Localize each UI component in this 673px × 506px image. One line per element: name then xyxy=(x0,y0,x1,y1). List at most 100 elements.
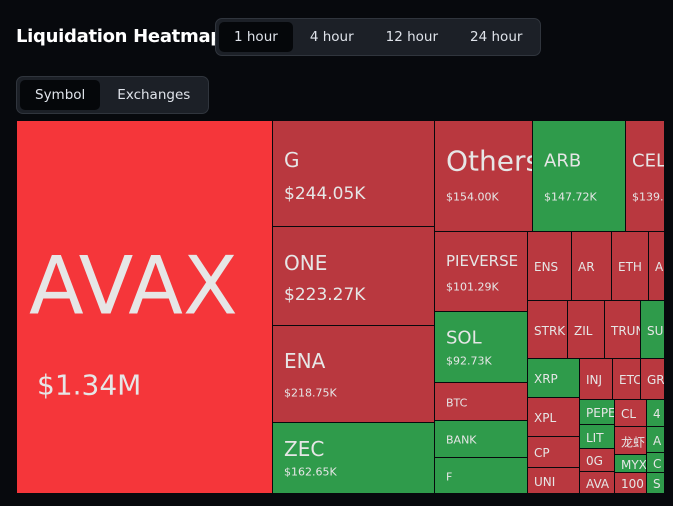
tile[interactable]: INJ xyxy=(579,358,613,400)
tile[interactable]: XRP xyxy=(527,358,580,398)
tile-value: $244.05K xyxy=(284,183,366,204)
tile-label: LIT xyxy=(586,430,604,445)
tile[interactable]: SOL $92.73K xyxy=(434,311,528,383)
tile[interactable]: LIT xyxy=(579,424,615,449)
tile-label: S xyxy=(653,477,661,491)
tile-label: INJ xyxy=(586,373,603,387)
tile-label: PIEVERSE xyxy=(446,252,519,271)
time-tab[interactable]: 24 hour xyxy=(470,29,523,45)
tile-label: SU xyxy=(647,323,664,338)
tile[interactable]: CP xyxy=(527,436,580,468)
tile-value: $223.27K xyxy=(284,285,366,305)
tile[interactable]: A xyxy=(646,426,665,453)
tile[interactable]: XPL xyxy=(527,397,580,437)
tile[interactable]: STRK xyxy=(527,300,568,359)
tile[interactable]: CL xyxy=(614,399,647,427)
time-tab[interactable]: 4 hour xyxy=(309,29,354,45)
view-tabs: Symbol Exchanges xyxy=(16,76,210,114)
tile[interactable]: AVA xyxy=(579,471,615,494)
tile[interactable]: PEPE xyxy=(579,399,615,425)
tile[interactable]: 4 xyxy=(646,399,665,427)
tile[interactable]: TRUN xyxy=(604,300,641,359)
view-tab[interactable]: Exchanges xyxy=(117,87,191,103)
tile[interactable]: AR xyxy=(571,231,612,301)
tile[interactable]: ZEC $162.65K xyxy=(272,422,435,494)
tile[interactable]: GR xyxy=(640,358,665,400)
tile-label: G xyxy=(284,147,300,172)
tile-label: C xyxy=(653,456,662,471)
tile-label: STRK xyxy=(534,323,566,338)
tile-label: Others xyxy=(446,144,533,178)
tile-label: 4 xyxy=(653,407,661,421)
tile-label: 龙虾 xyxy=(621,435,646,449)
tile-label: CP xyxy=(534,446,550,460)
tile-label: CEL xyxy=(632,150,665,172)
tile[interactable]: ETH xyxy=(611,231,649,301)
tile[interactable]: ENS xyxy=(527,231,572,301)
tile-label: CL xyxy=(621,407,637,421)
tile-label: ENS xyxy=(534,260,559,274)
tile-label: BTC xyxy=(446,396,468,409)
tile[interactable]: S xyxy=(646,472,665,494)
tile-label: UNI xyxy=(534,474,556,489)
tile-value: $139. xyxy=(632,190,664,204)
tile-label: ZIL xyxy=(574,323,593,338)
tile-label: GR xyxy=(647,373,665,387)
tile-label: SOL xyxy=(446,327,482,349)
tile-label: XRP xyxy=(534,372,558,386)
tile-value: $1.34M xyxy=(37,368,142,402)
tile-label: ARB xyxy=(544,150,582,172)
tile-label: A xyxy=(655,260,664,274)
tile[interactable]: ETC xyxy=(612,358,641,400)
tile[interactable]: Others $154.00K xyxy=(434,120,533,232)
tile-value: $92.73K xyxy=(446,354,492,368)
tile[interactable]: MYX xyxy=(614,454,647,473)
tile-label: ENA xyxy=(284,349,326,374)
view-tab[interactable]: Symbol xyxy=(20,80,101,110)
tile-label: AVAX xyxy=(29,239,238,333)
tile[interactable]: AVAX $1.34M xyxy=(16,120,273,494)
tile-label: AVA xyxy=(586,476,610,491)
tile[interactable]: ARB $147.72K xyxy=(532,120,626,232)
tile[interactable]: A xyxy=(648,231,665,301)
tile-value: $147.72K xyxy=(544,190,597,204)
tile[interactable]: CEL $139. xyxy=(625,120,665,232)
tile[interactable]: SU xyxy=(640,300,665,359)
page-title: Liquidation Heatmap xyxy=(16,26,223,47)
tile-label: MYX xyxy=(621,457,647,472)
tile[interactable]: C xyxy=(646,452,665,473)
tile-label: ZEC xyxy=(284,436,325,461)
tile-label: XPL xyxy=(534,411,557,425)
time-tabs: 1 hour 4 hour 12 hour 24 hour xyxy=(215,18,542,56)
tile-label: AR xyxy=(578,260,595,274)
tile-label: F xyxy=(446,470,453,483)
tile[interactable]: ONE $223.27K xyxy=(272,226,435,326)
tile[interactable]: ZIL xyxy=(567,300,605,359)
tile-label: ETC xyxy=(619,373,641,387)
tile[interactable]: BANK xyxy=(434,420,528,458)
time-tab[interactable]: 12 hour xyxy=(385,29,439,45)
tile[interactable]: PIEVERSE $101.29K xyxy=(434,231,528,312)
tile-label: TRUN xyxy=(611,323,640,338)
tile-label: ETH xyxy=(618,260,642,274)
tile[interactable]: G $244.05K xyxy=(272,120,435,227)
tile-label: ONE xyxy=(284,251,328,275)
tile-label: 100 xyxy=(621,477,644,491)
tile-value: $101.29K xyxy=(446,280,499,294)
tile[interactable]: BTC xyxy=(434,382,528,421)
tile-label: 0G xyxy=(586,454,603,468)
tile[interactable]: F xyxy=(434,457,528,494)
tile[interactable]: UNI xyxy=(527,467,580,494)
tile[interactable]: 0G xyxy=(579,448,615,472)
tile-label: A xyxy=(653,433,662,448)
tile-value: $218.75K xyxy=(284,386,337,400)
tile-label: BANK xyxy=(446,433,477,447)
tile[interactable]: ENA $218.75K xyxy=(272,325,435,423)
tile-label: PEPE xyxy=(586,406,615,420)
tile-value: $162.65K xyxy=(284,465,337,479)
tile-value: $154.00K xyxy=(446,190,499,204)
tile[interactable]: 龙虾 xyxy=(614,426,647,455)
tile[interactable]: 100 xyxy=(614,472,647,494)
time-tab[interactable]: 1 hour xyxy=(219,22,293,52)
